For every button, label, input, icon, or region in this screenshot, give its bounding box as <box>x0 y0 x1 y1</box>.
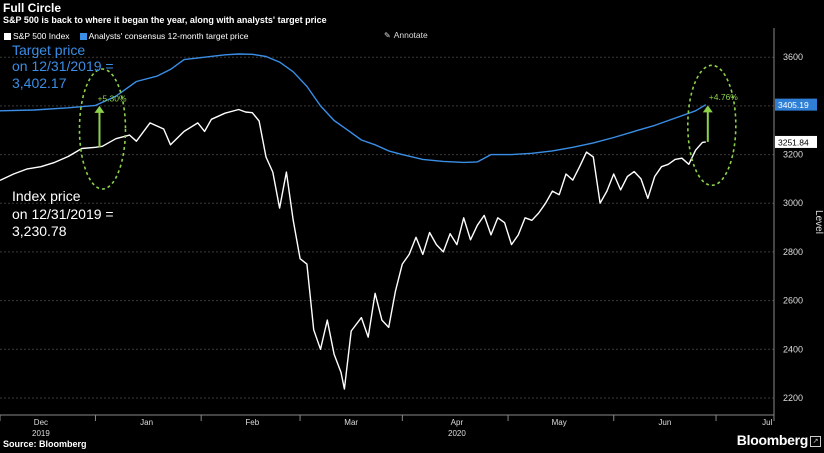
legend-swatch-sp500 <box>4 32 11 40</box>
index-callout-line: Index price <box>12 188 81 204</box>
y-tick-label: 3600 <box>783 52 803 62</box>
y-tick-label: 2400 <box>783 344 803 354</box>
last-value-tag <box>775 135 817 148</box>
x-tick-label: May <box>552 418 567 427</box>
x-tick-label: Dec <box>34 418 48 427</box>
x-axis: Dec 2019 Jan Feb Mar Apr 2020 May Jun Jul <box>0 414 775 438</box>
target-callout-line: 3,402.17 <box>12 75 67 91</box>
chart-title: Full Circle <box>3 1 62 15</box>
x-tick-label: Apr <box>451 418 464 427</box>
y-tick-label: 2200 <box>783 393 803 403</box>
target-price-line <box>0 53 707 164</box>
bloomberg-logo: Bloomberg <box>736 432 809 448</box>
highlight-ellipse-left <box>78 68 127 190</box>
last-value-label: 3405.19 <box>778 100 809 110</box>
chart-subtitle: S&P 500 is back to where it began the ye… <box>3 15 327 25</box>
y-tick-label: 2800 <box>783 247 803 257</box>
gridlines <box>0 56 774 399</box>
legend-swatch-target <box>79 32 87 40</box>
legend-label-sp500: S&P 500 Index <box>13 31 70 41</box>
y-tick-label: 3000 <box>783 198 803 208</box>
x-tick-label: Jan <box>140 418 153 427</box>
series-lines <box>0 53 707 390</box>
legend-item-sp500[interactable]: S&P 500 Index <box>4 31 70 41</box>
x-tick-label: Mar <box>344 418 358 427</box>
pct-change-right: +4.76% <box>709 92 739 102</box>
x-tick-label: Jul <box>762 418 772 427</box>
y-tick-label: 3200 <box>783 150 803 160</box>
sp500-line <box>0 108 706 390</box>
target-callout-line: Target price <box>12 42 85 58</box>
x-tick-sublabel: 2019 <box>32 429 50 438</box>
arrow-right-head <box>702 105 713 113</box>
arrow-left-head <box>94 105 105 113</box>
x-tick-label: Jun <box>658 418 671 427</box>
annotate-label: Annotate <box>393 30 428 40</box>
highlight-ellipse-right <box>687 64 737 187</box>
annotate-button[interactable]: ✎ Annotate <box>384 30 428 40</box>
annotate-icon: ✎ <box>384 30 391 40</box>
x-tick-label: Feb <box>245 418 259 427</box>
y-axis: 22002400260028003000320034003600Level340… <box>773 28 824 415</box>
index-callout-line: 3,230.78 <box>12 223 67 239</box>
y-axis-label: Level <box>813 210 824 234</box>
legend-label-target: Analysts' consensus 12-month target pric… <box>88 31 249 41</box>
last-value-tag <box>775 98 817 111</box>
legend-item-target[interactable]: Analysts' consensus 12-month target pric… <box>79 31 249 41</box>
target-callout-line: on 12/31/2019 = <box>12 58 114 74</box>
highlights <box>78 64 737 190</box>
pct-change-left: +5.30% <box>97 94 127 104</box>
last-value-label: 3251.84 <box>778 137 809 147</box>
source-note: Source: Bloomberg <box>3 439 87 449</box>
y-tick-label: 2600 <box>783 296 803 306</box>
expand-icon[interactable]: ↗ <box>810 436 821 447</box>
legend: S&P 500 Index Analysts' consensus 12-mon… <box>4 31 248 41</box>
index-callout-line: on 12/31/2019 = <box>12 206 114 222</box>
x-tick-sublabel: 2020 <box>448 429 466 438</box>
